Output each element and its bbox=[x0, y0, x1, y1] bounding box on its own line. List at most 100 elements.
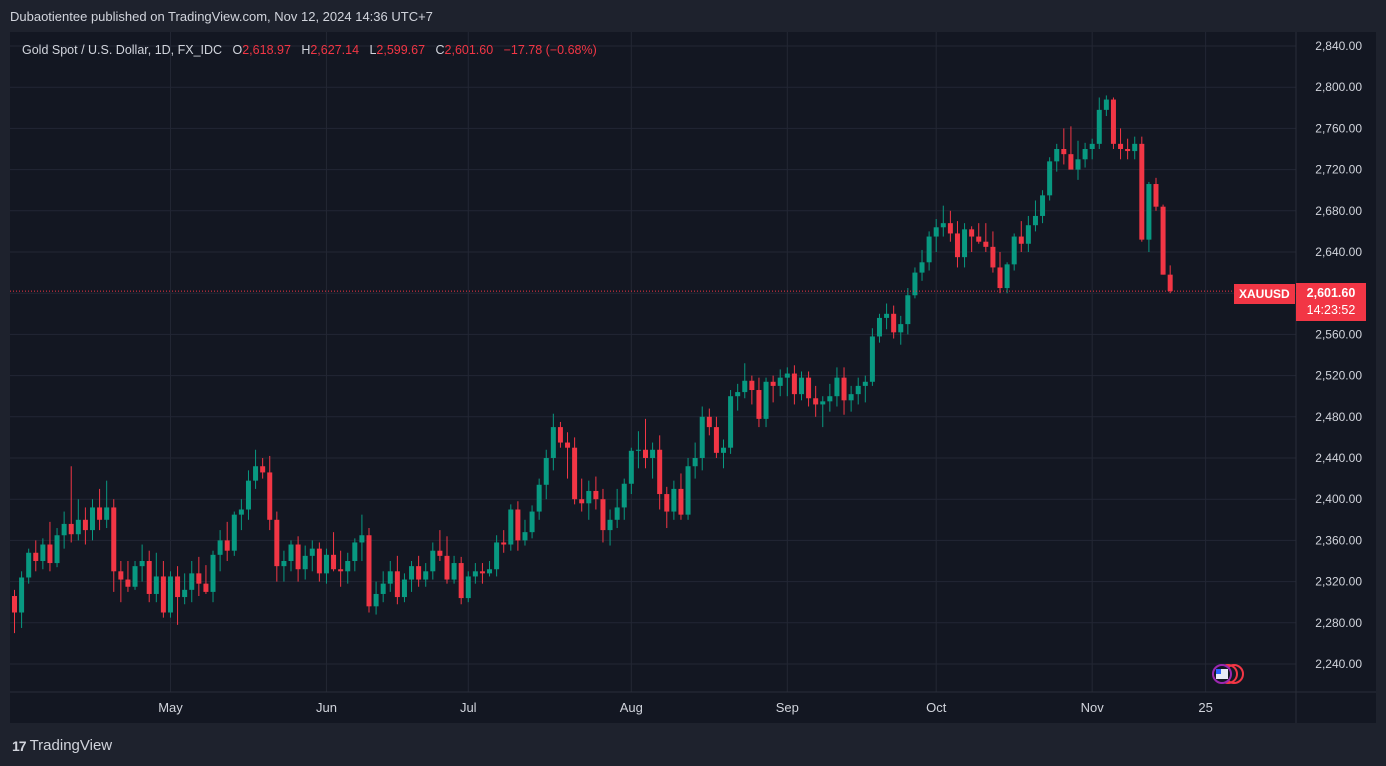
candle[interactable] bbox=[401, 573, 407, 603]
candle[interactable] bbox=[997, 252, 1003, 294]
event-markers[interactable] bbox=[1212, 664, 1244, 684]
candle[interactable] bbox=[1125, 138, 1131, 160]
candle[interactable] bbox=[813, 385, 819, 417]
candle[interactable] bbox=[508, 504, 514, 551]
candle[interactable] bbox=[89, 499, 95, 541]
candle[interactable] bbox=[309, 540, 315, 572]
candle[interactable] bbox=[217, 530, 223, 572]
candle[interactable] bbox=[416, 555, 422, 587]
candle[interactable] bbox=[600, 488, 606, 543]
candle[interactable] bbox=[1139, 136, 1145, 242]
candle[interactable] bbox=[1132, 136, 1138, 160]
candle[interactable] bbox=[82, 507, 88, 545]
candle[interactable] bbox=[876, 313, 882, 343]
candle[interactable] bbox=[1118, 128, 1124, 160]
candle[interactable] bbox=[1061, 128, 1067, 165]
candle[interactable] bbox=[153, 552, 159, 603]
candle[interactable] bbox=[245, 470, 251, 520]
candle[interactable] bbox=[962, 223, 968, 268]
candle[interactable] bbox=[366, 528, 372, 613]
candle[interactable] bbox=[160, 561, 166, 618]
candle[interactable] bbox=[61, 511, 67, 549]
candle[interactable] bbox=[146, 550, 152, 603]
candle[interactable] bbox=[550, 413, 556, 471]
candle[interactable] bbox=[1160, 204, 1166, 275]
candle[interactable] bbox=[515, 501, 521, 551]
candle[interactable] bbox=[224, 521, 230, 561]
candle[interactable] bbox=[75, 499, 81, 541]
candle[interactable] bbox=[593, 476, 599, 510]
candle[interactable] bbox=[692, 442, 698, 479]
candle[interactable] bbox=[451, 555, 457, 584]
candle[interactable] bbox=[1103, 95, 1109, 117]
candle[interactable] bbox=[274, 511, 280, 582]
candle[interactable] bbox=[947, 210, 953, 242]
candle[interactable] bbox=[139, 544, 145, 582]
candle[interactable] bbox=[522, 519, 528, 546]
candle[interactable] bbox=[444, 536, 450, 584]
candle[interactable] bbox=[1011, 233, 1017, 271]
candle[interactable] bbox=[494, 535, 500, 577]
candle[interactable] bbox=[791, 365, 797, 405]
candle[interactable] bbox=[501, 530, 507, 553]
candle[interactable] bbox=[862, 375, 868, 403]
candle[interactable] bbox=[969, 226, 975, 252]
candle[interactable] bbox=[430, 542, 436, 580]
candle[interactable] bbox=[267, 455, 273, 531]
candle[interactable] bbox=[302, 545, 308, 580]
candle[interactable] bbox=[359, 514, 365, 561]
candle[interactable] bbox=[905, 288, 911, 335]
candle[interactable] bbox=[373, 581, 379, 615]
candle[interactable] bbox=[1146, 181, 1152, 252]
candle[interactable] bbox=[529, 505, 535, 539]
candle[interactable] bbox=[635, 431, 641, 469]
candle[interactable] bbox=[671, 480, 677, 520]
candle[interactable] bbox=[118, 561, 124, 603]
candle[interactable] bbox=[338, 550, 344, 587]
candle[interactable] bbox=[763, 377, 769, 428]
candle[interactable] bbox=[657, 435, 663, 510]
symbol-name[interactable]: Gold Spot / U.S. Dollar, 1D, FX_IDC bbox=[22, 43, 223, 57]
candle[interactable] bbox=[345, 552, 351, 584]
candle[interactable] bbox=[884, 303, 890, 330]
candle[interactable] bbox=[536, 478, 542, 520]
candle[interactable] bbox=[579, 478, 585, 512]
candle[interactable] bbox=[40, 538, 46, 570]
candle[interactable] bbox=[189, 561, 195, 603]
candle[interactable] bbox=[323, 548, 329, 584]
candle[interactable] bbox=[990, 231, 996, 273]
candle[interactable] bbox=[175, 566, 181, 625]
candle[interactable] bbox=[926, 231, 932, 271]
candle[interactable] bbox=[565, 432, 571, 479]
candle[interactable] bbox=[834, 367, 840, 407]
candle[interactable] bbox=[331, 532, 337, 572]
candle[interactable] bbox=[253, 449, 259, 489]
candle[interactable] bbox=[1167, 265, 1173, 294]
candle[interactable] bbox=[394, 555, 400, 605]
candle[interactable] bbox=[316, 542, 322, 582]
candle[interactable] bbox=[1153, 177, 1159, 211]
candle[interactable] bbox=[614, 488, 620, 529]
candle[interactable] bbox=[1068, 126, 1074, 170]
candle[interactable] bbox=[387, 561, 393, 592]
candle[interactable] bbox=[288, 540, 294, 572]
candle[interactable] bbox=[713, 416, 719, 458]
candle[interactable] bbox=[855, 377, 861, 405]
candle[interactable] bbox=[1089, 138, 1095, 160]
candle[interactable] bbox=[472, 563, 478, 584]
candle[interactable] bbox=[784, 367, 790, 397]
candle[interactable] bbox=[182, 573, 188, 605]
candle[interactable] bbox=[756, 377, 762, 428]
candle[interactable] bbox=[132, 561, 138, 590]
candle[interactable] bbox=[557, 421, 563, 448]
candle[interactable] bbox=[1096, 97, 1102, 150]
candle[interactable] bbox=[68, 466, 74, 543]
candle[interactable] bbox=[976, 223, 982, 244]
candle[interactable] bbox=[699, 406, 705, 471]
candle[interactable] bbox=[806, 371, 812, 407]
candle[interactable] bbox=[685, 458, 691, 520]
candle[interactable] bbox=[125, 561, 131, 592]
candle[interactable] bbox=[487, 561, 493, 577]
candle[interactable] bbox=[643, 418, 649, 469]
candle[interactable] bbox=[841, 367, 847, 415]
